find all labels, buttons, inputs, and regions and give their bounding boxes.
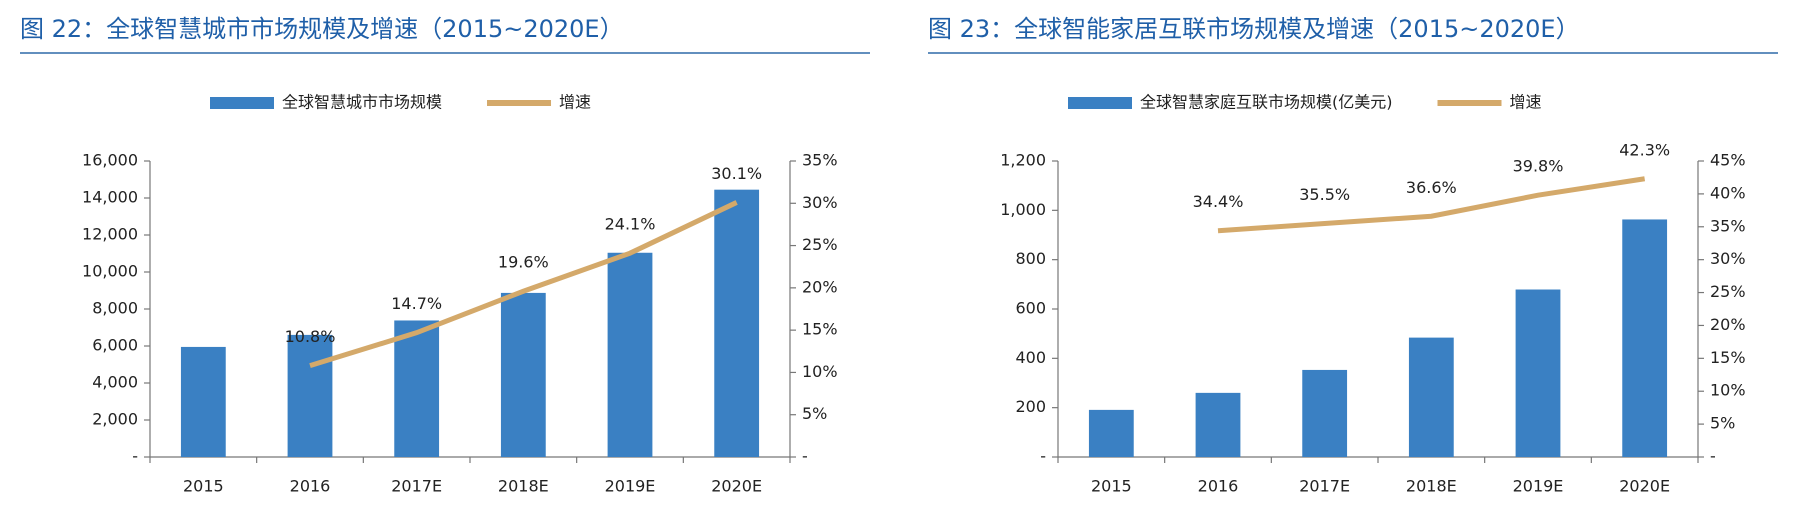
y-tick-label: 12,000 <box>82 225 138 244</box>
legend-label: 全球智慧城市市场规模 <box>282 93 442 112</box>
y2-tick-label: 25% <box>1710 282 1746 301</box>
x-tick-label: 2015 <box>1091 477 1132 496</box>
y-tick-label: 800 <box>1015 249 1046 268</box>
bar <box>714 189 760 458</box>
data-label: 36.6% <box>1406 178 1457 197</box>
x-tick-label: 2020E <box>1619 477 1670 496</box>
y-tick-label: - <box>1040 447 1046 466</box>
x-tick-label: 2016 <box>290 477 331 496</box>
y2-tick-label: 45% <box>1710 151 1746 170</box>
y2-tick-label: 10% <box>1710 381 1746 400</box>
y-tick-label: 14,000 <box>82 188 138 207</box>
y-tick-label: 6,000 <box>92 336 138 355</box>
data-label: 14.7% <box>391 294 442 313</box>
x-tick-label: 2018E <box>1406 477 1457 496</box>
chart-title: 图 23：全球智能家居互联市场规模及增速（2015~2020E） <box>928 15 1580 43</box>
bar <box>500 292 546 457</box>
y2-tick-label: 20% <box>802 277 838 296</box>
y2-tick-label: - <box>1710 447 1716 466</box>
bar <box>1302 369 1348 457</box>
x-tick-label: 2017E <box>391 477 442 496</box>
y2-tick-label: 15% <box>1710 348 1746 367</box>
bar <box>1088 409 1134 457</box>
y-tick-label: 8,000 <box>92 299 138 318</box>
growth-line <box>1217 176 1646 234</box>
y2-tick-label: 25% <box>802 235 838 254</box>
y2-tick-label: 20% <box>1710 315 1746 334</box>
x-tick-label: 2018E <box>498 477 549 496</box>
y2-tick-label: 5% <box>1710 414 1735 433</box>
data-label: 35.5% <box>1299 185 1350 204</box>
y-tick-label: 600 <box>1015 299 1046 318</box>
growth-line <box>309 200 738 369</box>
bar <box>1408 337 1454 457</box>
y2-tick-label: 35% <box>1710 216 1746 235</box>
x-tick-label: 2019E <box>1513 477 1564 496</box>
x-tick-label: 2016 <box>1198 477 1239 496</box>
data-label: 19.6% <box>498 253 549 272</box>
y-tick-label: 4,000 <box>92 373 138 392</box>
legend-swatch <box>210 97 274 109</box>
bar <box>394 320 440 457</box>
bar <box>1622 219 1668 457</box>
bar <box>607 252 653 457</box>
y2-tick-label: 30% <box>802 193 838 212</box>
legend-label: 增速 <box>1510 93 1542 112</box>
y2-tick-label: 40% <box>1710 183 1746 202</box>
x-tick-label: 2020E <box>711 477 762 496</box>
legend-label: 全球智慧家庭互联市场规模(亿美元) <box>1140 93 1393 112</box>
y-tick-label: 2,000 <box>92 410 138 429</box>
y2-tick-label: 15% <box>802 320 838 339</box>
x-tick-label: 2019E <box>605 477 656 496</box>
y-tick-label: 10,000 <box>82 262 138 281</box>
x-tick-label: 2015 <box>183 477 224 496</box>
bar <box>1195 392 1241 457</box>
bar <box>180 346 226 457</box>
y-tick-label: 1,000 <box>1000 200 1046 219</box>
data-label: 10.8% <box>285 327 336 346</box>
y2-tick-label: 30% <box>1710 249 1746 268</box>
y-tick-label: 1,200 <box>1000 151 1046 170</box>
data-label: 42.3% <box>1619 140 1670 159</box>
y-tick-label: 400 <box>1015 348 1046 367</box>
bar <box>1515 289 1561 457</box>
x-tick-label: 2017E <box>1299 477 1350 496</box>
bar <box>287 334 333 457</box>
legend-swatch <box>1068 97 1132 109</box>
y2-tick-label: 5% <box>802 404 827 423</box>
data-label: 30.1% <box>711 164 762 183</box>
y-tick-label: 16,000 <box>82 151 138 170</box>
y-tick-label: 200 <box>1015 397 1046 416</box>
data-label: 34.4% <box>1193 192 1244 211</box>
y2-tick-label: - <box>802 447 808 466</box>
data-label: 24.1% <box>605 215 656 234</box>
y2-tick-label: 35% <box>802 151 838 170</box>
y2-tick-label: 10% <box>802 362 838 381</box>
data-label: 39.8% <box>1513 157 1564 176</box>
legend-label: 增速 <box>559 93 591 112</box>
chart-title: 图 22：全球智慧城市市场规模及增速（2015~2020E） <box>20 15 624 43</box>
y-tick-label: - <box>132 447 138 466</box>
